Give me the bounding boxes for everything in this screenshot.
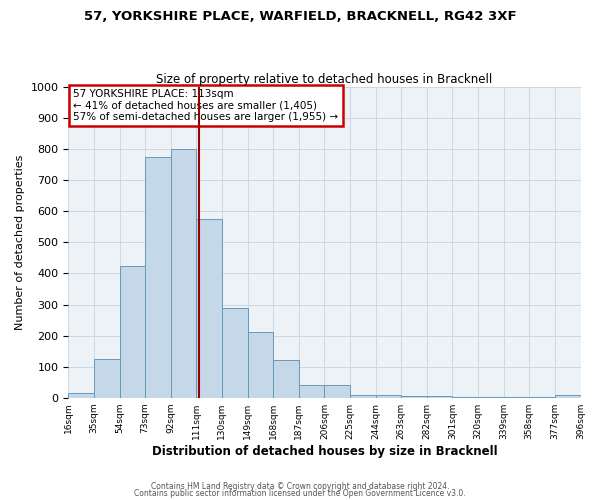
Title: Size of property relative to detached houses in Bracknell: Size of property relative to detached ho… — [156, 73, 493, 86]
Bar — [376, 394, 401, 398]
Text: Contains public sector information licensed under the Open Government Licence v3: Contains public sector information licen… — [134, 490, 466, 498]
Text: 57, YORKSHIRE PLACE, WARFIELD, BRACKNELL, RG42 3XF: 57, YORKSHIRE PLACE, WARFIELD, BRACKNELL… — [83, 10, 517, 23]
Bar — [401, 396, 427, 398]
Text: 57 YORKSHIRE PLACE: 113sqm
← 41% of detached houses are smaller (1,405)
57% of s: 57 YORKSHIRE PLACE: 113sqm ← 41% of deta… — [73, 88, 338, 122]
Bar — [350, 394, 376, 398]
X-axis label: Distribution of detached houses by size in Bracknell: Distribution of detached houses by size … — [152, 444, 497, 458]
Bar — [299, 386, 325, 398]
Bar — [427, 396, 452, 398]
Bar — [222, 308, 248, 398]
Bar — [145, 157, 171, 398]
Y-axis label: Number of detached properties: Number of detached properties — [15, 155, 25, 330]
Bar — [119, 266, 145, 398]
Bar — [248, 332, 273, 398]
Text: Contains HM Land Registry data © Crown copyright and database right 2024.: Contains HM Land Registry data © Crown c… — [151, 482, 449, 491]
Bar — [478, 397, 503, 398]
Bar — [503, 397, 529, 398]
Bar — [273, 360, 299, 398]
Bar — [452, 397, 478, 398]
Bar — [94, 359, 119, 398]
Bar — [555, 395, 581, 398]
Bar — [171, 150, 196, 398]
Bar — [325, 386, 350, 398]
Bar — [529, 397, 555, 398]
Bar — [196, 219, 222, 398]
Bar — [68, 393, 94, 398]
